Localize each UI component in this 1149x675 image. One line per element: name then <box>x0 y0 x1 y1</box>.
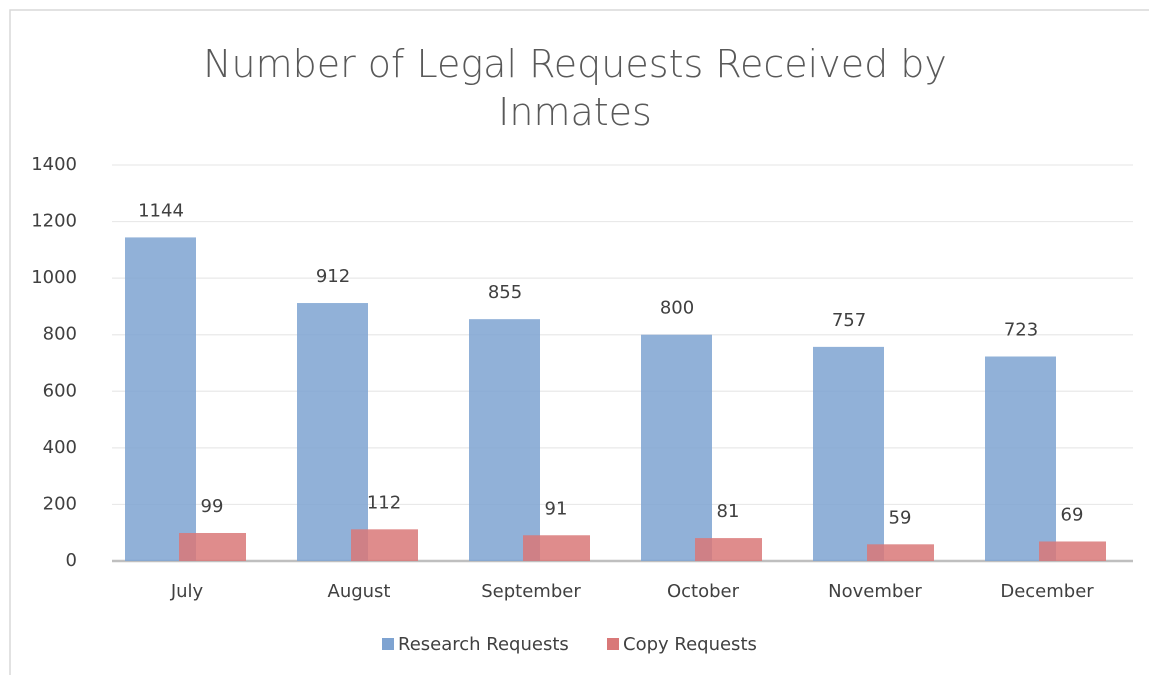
value-label: 757 <box>832 310 866 331</box>
legend-label: Research Requests <box>398 634 569 655</box>
bar <box>297 303 368 561</box>
bar <box>813 346 884 561</box>
value-label: 800 <box>660 298 694 319</box>
bar <box>641 334 712 561</box>
value-label: 91 <box>545 498 568 519</box>
bar <box>125 237 196 561</box>
x-tick-label: September <box>481 581 581 602</box>
x-tick-label: July <box>170 581 204 602</box>
bar <box>1039 541 1106 561</box>
value-label: 723 <box>1004 319 1038 340</box>
legend-label: Copy Requests <box>623 634 757 655</box>
y-tick-label: 800 <box>43 324 77 345</box>
y-tick-label: 0 <box>66 550 77 571</box>
chart-border <box>9 9 1149 675</box>
bar <box>523 535 590 561</box>
y-tick-label: 400 <box>43 437 77 458</box>
bar <box>867 544 934 561</box>
chart-title: Number of Legal Requests Received by Inm… <box>203 42 947 134</box>
value-label: 59 <box>889 507 912 528</box>
y-tick-label: 200 <box>43 493 77 514</box>
bar <box>985 356 1056 561</box>
bar <box>179 532 246 561</box>
legend-swatch <box>382 638 394 650</box>
y-tick-label: 1000 <box>31 267 77 288</box>
value-label: 912 <box>316 266 350 287</box>
bar <box>695 538 762 561</box>
x-tick-label: December <box>1000 581 1094 602</box>
y-tick-label: 1400 <box>31 154 77 175</box>
bar <box>469 319 540 561</box>
bar <box>351 529 418 561</box>
x-tick-label: November <box>828 581 922 602</box>
x-tick-label: August <box>328 581 391 602</box>
value-label: 855 <box>488 282 522 303</box>
value-label: 69 <box>1061 504 1084 525</box>
value-label: 1144 <box>138 200 184 221</box>
value-label: 99 <box>201 496 224 517</box>
legend-swatch <box>607 638 619 650</box>
value-label: 81 <box>717 501 740 522</box>
y-tick-label: 600 <box>43 380 77 401</box>
x-tick-label: October <box>667 581 740 602</box>
value-label: 112 <box>367 492 401 513</box>
y-tick-label: 1200 <box>31 211 77 232</box>
